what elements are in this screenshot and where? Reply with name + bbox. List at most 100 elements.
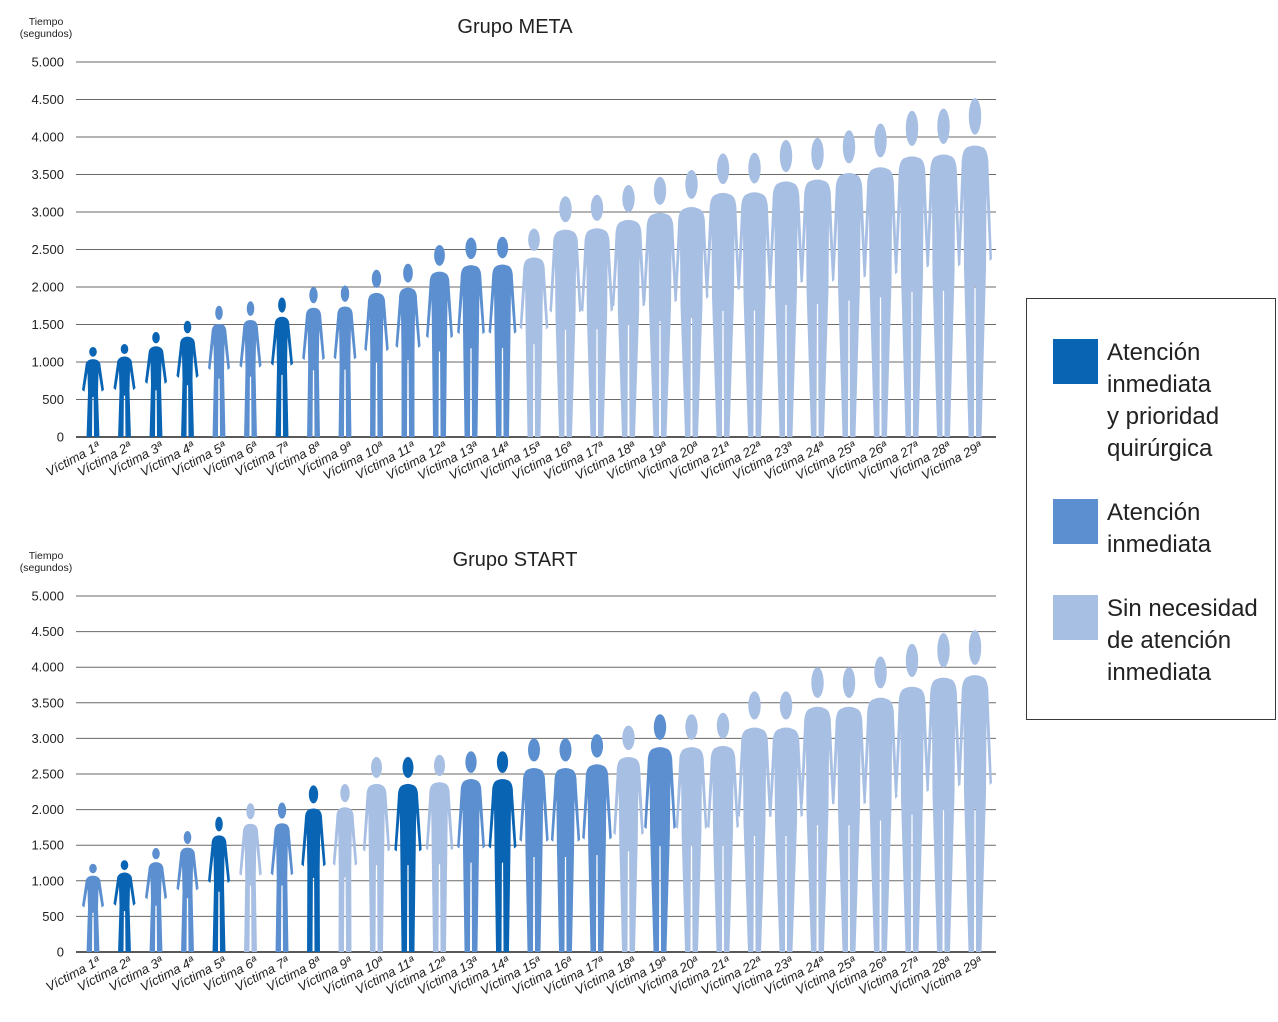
victim-head — [120, 860, 129, 871]
legend-label-inmediata: Atención inmediata — [1107, 499, 1212, 558]
victim-head — [874, 123, 887, 158]
victim-figure — [364, 269, 389, 437]
victim-figure — [926, 633, 961, 952]
victim-head — [434, 245, 445, 266]
victim-figure — [832, 130, 866, 437]
victim-figure — [488, 751, 517, 952]
legend-swatch-quirurgica — [1053, 339, 1098, 384]
victim-body — [488, 264, 517, 437]
victim-body — [737, 192, 772, 437]
y-tick-label: 500 — [42, 392, 64, 407]
victim-figure — [239, 803, 262, 952]
victim-figure — [737, 691, 772, 952]
y-tick-label: 1.500 — [31, 317, 64, 332]
victim-figure — [395, 263, 421, 437]
victim-body — [674, 207, 709, 437]
victim-head — [215, 816, 223, 832]
y-tick-label: 4.500 — [31, 92, 64, 107]
victim-figure — [457, 237, 485, 437]
victim-figure — [208, 305, 230, 437]
victim-body — [333, 306, 357, 437]
y-tick-label: 5.000 — [31, 589, 64, 604]
victim-body — [82, 359, 104, 437]
y-tick-label: 2.500 — [31, 242, 64, 257]
victim-figure — [425, 754, 454, 952]
legend-item-sin: Sin necesidad de atención inmediata — [1053, 593, 1277, 689]
y-tick-label: 4.000 — [31, 660, 64, 675]
victim-head — [937, 633, 950, 668]
victim-body — [737, 727, 772, 952]
victim-figure — [394, 756, 422, 952]
victim-body — [707, 745, 739, 952]
victim-figure — [644, 714, 676, 952]
victim-body — [926, 154, 961, 437]
victim-body — [302, 307, 325, 437]
victim-head — [842, 667, 856, 698]
victim-head — [968, 630, 982, 665]
victim-figure — [832, 667, 866, 952]
victim-body — [926, 677, 961, 952]
victim-body — [519, 767, 549, 952]
victim-head — [653, 176, 667, 205]
chart-grupo-meta: Grupo META Tiempo(segundos) 0 500 1.000 1.500… — [20, 16, 996, 483]
victim-figure — [113, 860, 136, 952]
victim-head — [905, 110, 919, 146]
victim-figure — [519, 228, 549, 437]
victim-head — [968, 98, 982, 135]
victim-figure — [611, 185, 646, 437]
victim-body — [863, 697, 898, 952]
victim-figure — [895, 110, 929, 437]
victim-head — [465, 237, 477, 260]
victim-head — [433, 754, 446, 777]
victim-body — [832, 706, 866, 952]
victim-head — [277, 802, 287, 819]
victim-head — [685, 714, 698, 740]
victim-body — [611, 219, 646, 437]
victim-head — [528, 738, 540, 762]
victim-body — [82, 875, 104, 952]
victim-figure — [769, 691, 803, 952]
y-axis-label: Tiempo — [29, 550, 64, 562]
victim-body — [549, 229, 582, 437]
victim-body — [457, 265, 485, 437]
victim-body — [644, 747, 676, 952]
victim-body — [271, 316, 293, 437]
victim-figure — [863, 123, 898, 437]
victim-body — [145, 346, 167, 437]
victim-head — [89, 347, 97, 357]
y-tick-label: 3.000 — [31, 205, 64, 220]
victim-head — [811, 137, 824, 171]
victim-figure — [362, 756, 391, 952]
victim-figure — [519, 738, 549, 952]
chart-title: Grupo START — [453, 549, 578, 571]
legend-item-quirurgica: Atención inmediata y prioridad quirúrgic… — [1053, 337, 1277, 465]
victim-body — [895, 686, 929, 952]
victim-figure — [643, 176, 677, 437]
victim-head — [716, 153, 730, 185]
victim-body — [208, 835, 230, 952]
victim-figure — [613, 725, 644, 952]
victim-head — [371, 756, 382, 778]
victim-head — [308, 785, 319, 804]
victim-head — [371, 269, 382, 288]
victim-figure — [800, 137, 835, 438]
victim-body — [395, 287, 421, 437]
victim-body — [425, 782, 454, 952]
legend-label-quirurgica: Atención inmediata y prioridad quirúrgic… — [1107, 339, 1220, 462]
victim-figure — [145, 332, 167, 437]
victim-body — [582, 764, 612, 952]
victim-head — [622, 185, 635, 213]
y-axis-label: (segundos) — [20, 28, 73, 40]
victim-head — [590, 734, 604, 758]
victim-body — [426, 271, 453, 437]
victim-head — [685, 170, 698, 199]
victim-body — [113, 356, 136, 437]
victim-body — [176, 847, 199, 952]
legend-item-inmediata: Atención inmediata — [1053, 497, 1277, 561]
victim-body — [270, 823, 294, 952]
legend-label-sin: Sin necesidad de atención inmediata — [1107, 595, 1258, 686]
victim-head — [842, 130, 856, 164]
victim-figure — [82, 347, 104, 437]
y-tick-label: 2.000 — [31, 280, 64, 295]
victim-body — [643, 212, 677, 437]
